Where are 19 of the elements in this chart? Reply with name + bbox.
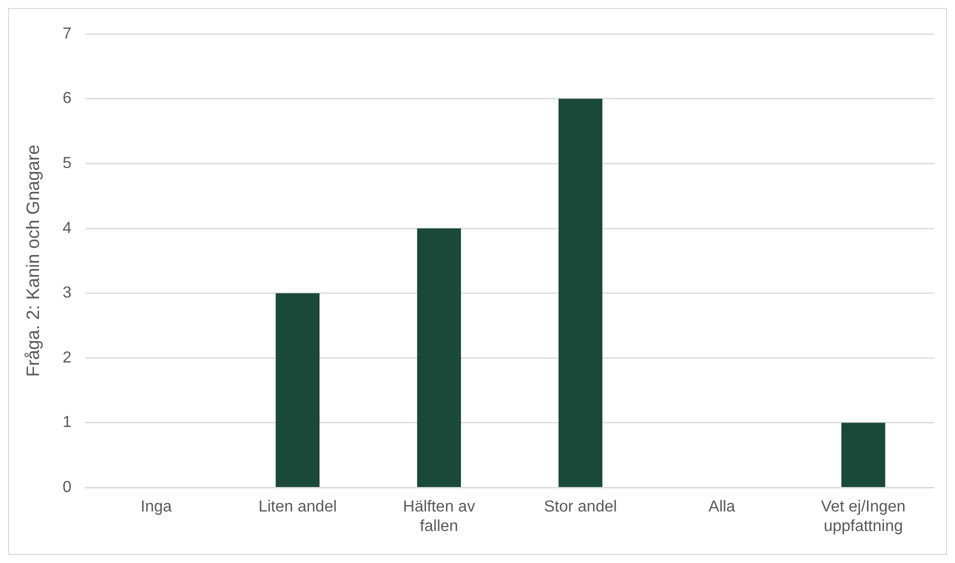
bar: [841, 422, 886, 487]
x-tick-label: Hälften av fallen: [403, 498, 476, 535]
y-axis-title: Fråga. 2: Kanin och Gnagare: [22, 144, 43, 377]
bar: [558, 98, 602, 487]
x-tick-label: Vet ej/Ingen uppfattning: [821, 498, 906, 535]
y-tick-label: 4: [62, 220, 72, 237]
bar: [276, 293, 320, 487]
y-tick-label: 5: [62, 155, 72, 172]
bar: [417, 228, 461, 487]
x-tick-label: Inga: [140, 498, 172, 516]
y-tick-label: 1: [62, 414, 72, 432]
y-tick-label: 7: [62, 25, 72, 42]
y-tick-label: 6: [62, 90, 72, 108]
y-tick-label: 2: [62, 349, 72, 366]
x-tick-label: Stor andel: [544, 498, 617, 516]
x-tick-label: Liten andel: [258, 498, 337, 516]
y-tick-label: 3: [62, 284, 72, 302]
y-tick-label: 0: [62, 479, 72, 496]
x-tick-label: Alla: [708, 498, 736, 516]
